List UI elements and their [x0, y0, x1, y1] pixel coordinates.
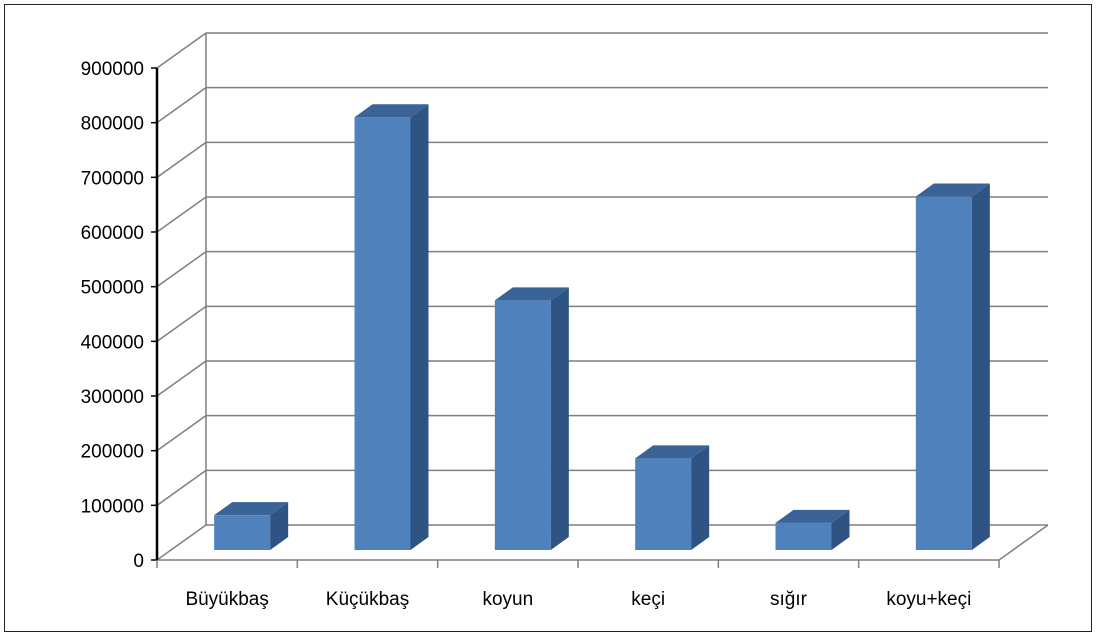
gridline-side: [156, 141, 207, 178]
bar-side: [971, 183, 990, 550]
gridline-side: [156, 305, 207, 342]
x-tick-label: sığır: [770, 589, 808, 610]
gridline-side: [156, 87, 207, 124]
floor-right-edge: [998, 524, 1049, 561]
y-tick-label: 900000: [81, 59, 144, 80]
bar-side: [270, 502, 289, 550]
bar-top: [915, 183, 990, 197]
bar-top: [494, 287, 569, 301]
gridline-side: [156, 469, 207, 506]
y-tick-label: 200000: [81, 442, 144, 463]
y-tick-label: 0: [133, 551, 144, 572]
y-tick-label: 100000: [81, 496, 144, 517]
bar-side: [410, 104, 429, 550]
gridline-side: [156, 415, 207, 452]
y-tick-label: 700000: [81, 168, 144, 189]
bar-side: [691, 445, 710, 550]
gridline-side: [156, 360, 207, 397]
x-tick-label: koyu+keçi: [886, 589, 971, 610]
gridline-side: [156, 196, 207, 233]
bar-side: [831, 509, 850, 550]
y-tick-label: 300000: [81, 387, 144, 408]
bar: [214, 515, 271, 550]
gridline-side: [156, 524, 207, 561]
bar: [635, 458, 692, 550]
gridline-side: [156, 251, 207, 288]
gridline-side: [156, 32, 207, 69]
x-tick-label: koyun: [482, 589, 533, 610]
y-tick-label: 500000: [81, 278, 144, 299]
bar-top: [635, 445, 710, 459]
bar-top: [214, 502, 289, 516]
x-tick-label: keçi: [631, 589, 665, 610]
x-tick-label: Küçükbaş: [326, 589, 409, 610]
bar-top: [775, 509, 850, 523]
bar-top: [354, 104, 429, 118]
y-tick-label: 600000: [81, 223, 144, 244]
bar: [775, 522, 832, 550]
bar-side: [550, 287, 569, 550]
bar: [354, 117, 411, 550]
y-tick-label: 400000: [81, 332, 144, 353]
x-tick-label: Büyükbaş: [185, 589, 268, 610]
bar: [494, 300, 551, 550]
y-tick-label: 800000: [81, 114, 144, 135]
bar: [915, 196, 972, 550]
